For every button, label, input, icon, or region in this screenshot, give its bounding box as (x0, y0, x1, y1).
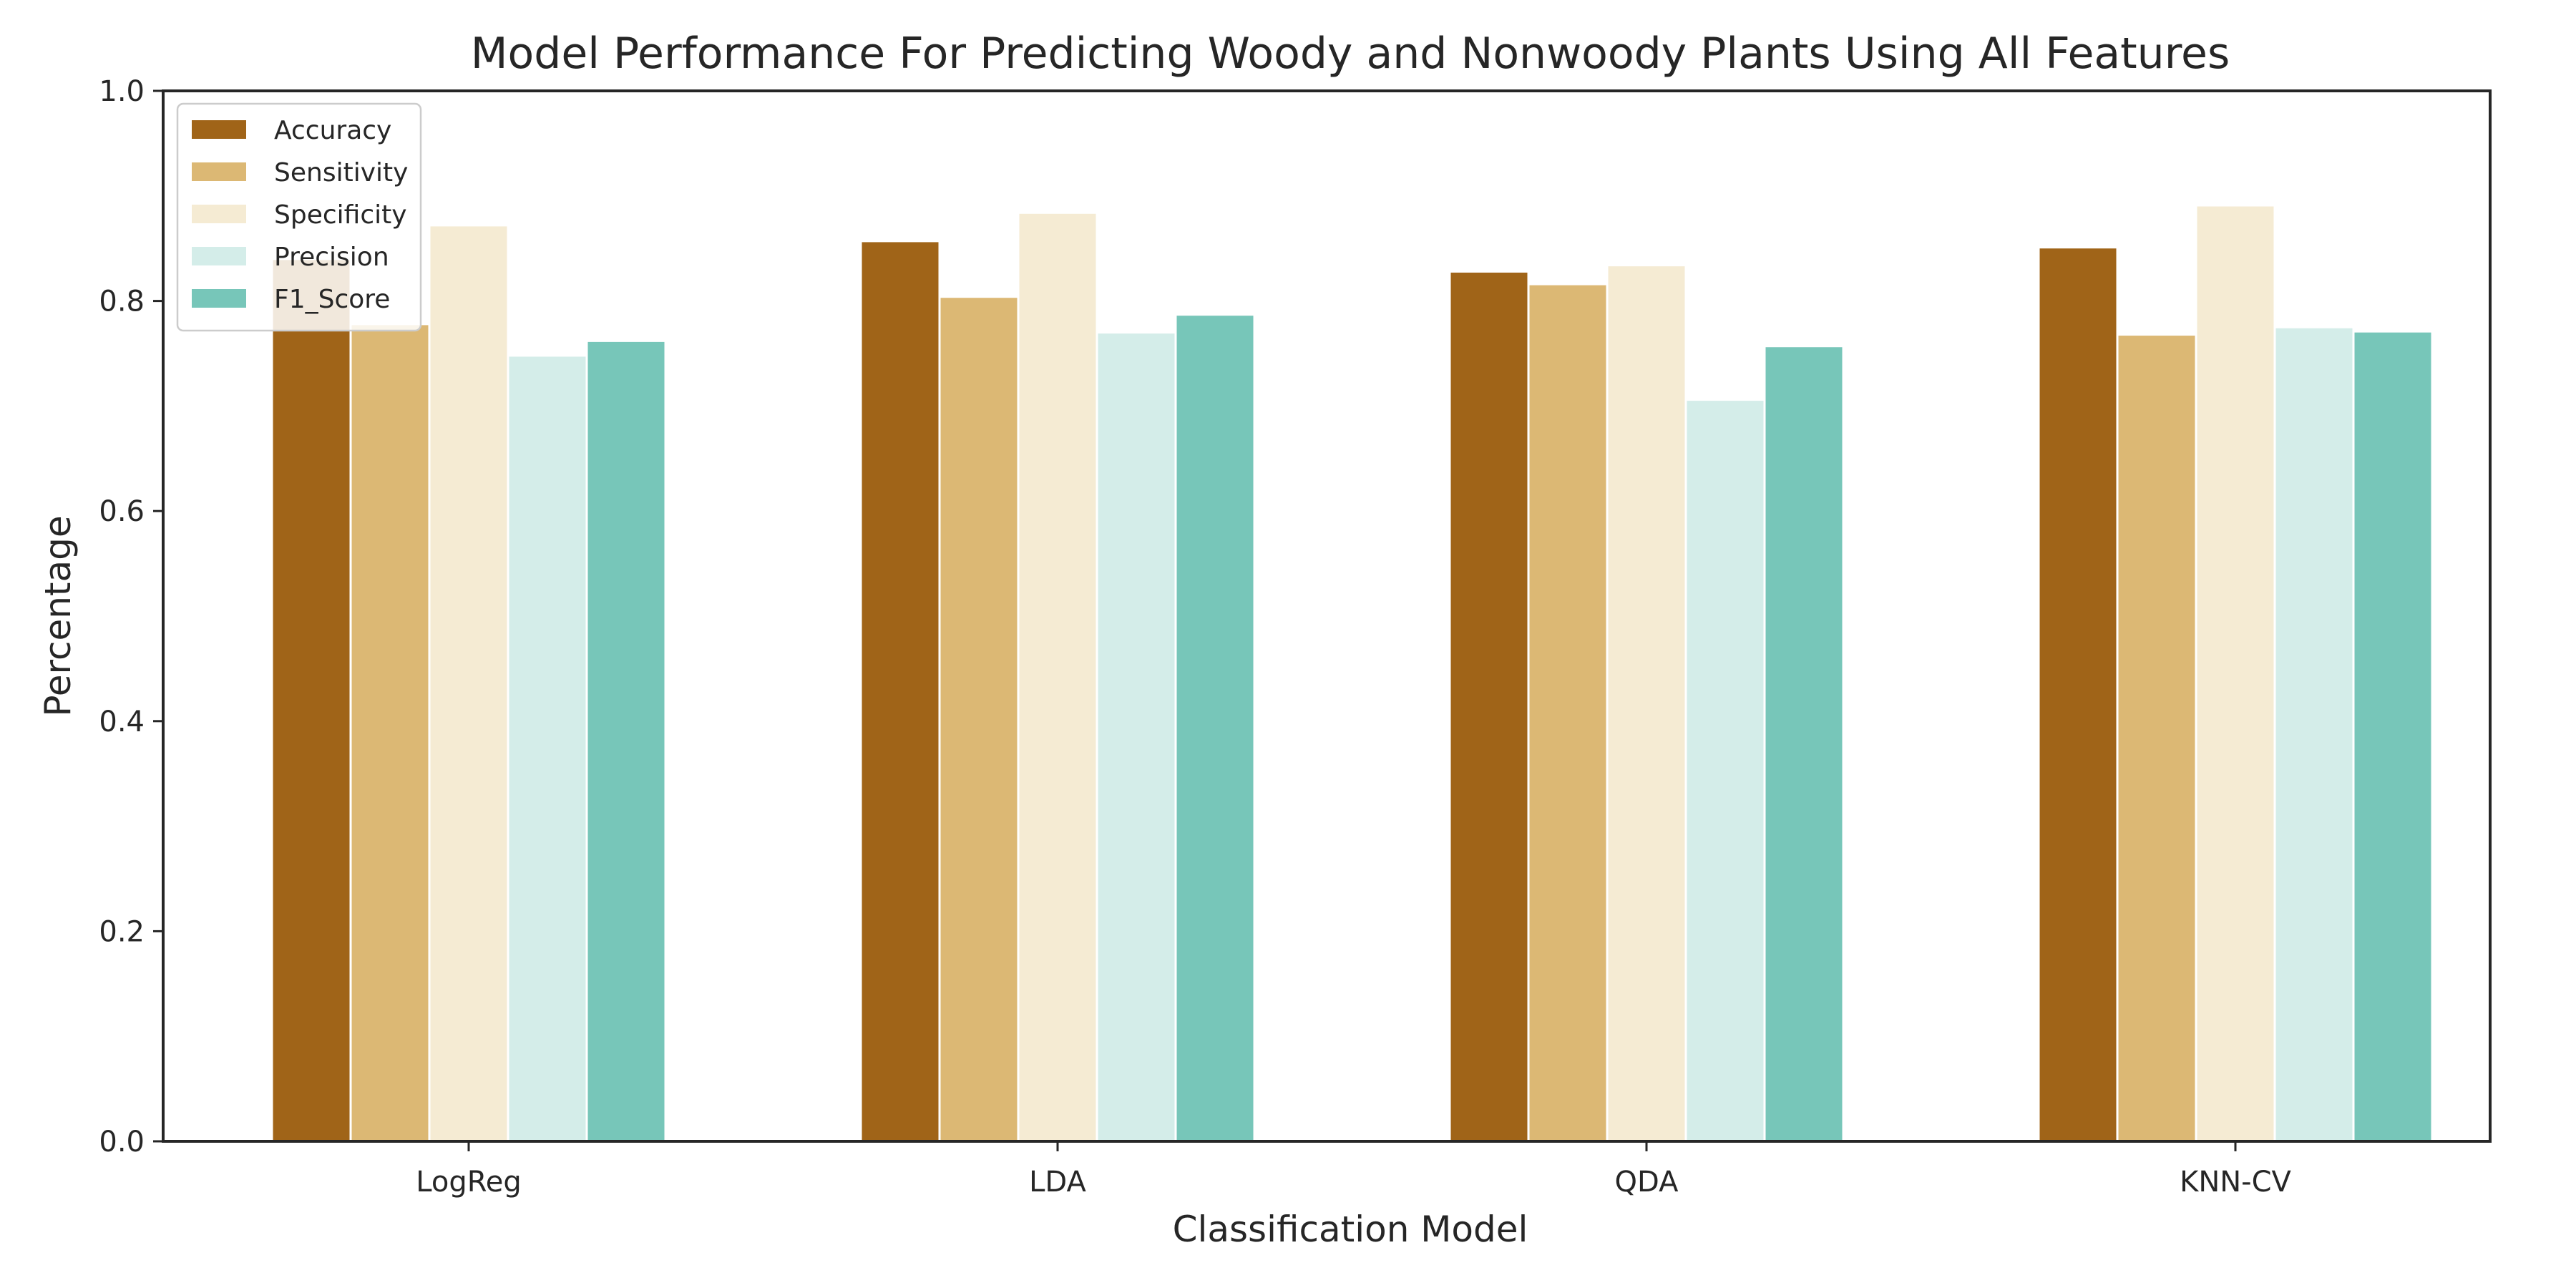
legend-label-specificity: Specificity (274, 200, 407, 230)
x-tick-label-qda: QDA (1615, 1166, 1679, 1199)
bar-qda-precision (1684, 399, 1766, 1143)
y-axis-label: Percentage (37, 515, 79, 716)
bar-lda-sensitivity (938, 296, 1020, 1143)
bar-qda-f1_score (1763, 345, 1845, 1143)
x-tick-label-knn-cv: KNN-CV (2180, 1166, 2291, 1199)
legend-frame (176, 102, 422, 332)
bar-qda-sensitivity (1527, 283, 1609, 1143)
legend-label-accuracy: Accuracy (274, 116, 391, 145)
plot-frame (162, 89, 2492, 1143)
legend-label-f1_score: F1_Score (274, 285, 390, 314)
bar-knn-cv-specificity (2195, 204, 2276, 1143)
y-axis-ticks: 0.0 0.2 0.4 0.6 0.8 1.0 (99, 75, 163, 1158)
bar-knn-cv-sensitivity (2116, 333, 2197, 1143)
bar-qda-accuracy (1448, 270, 1530, 1143)
bar-lda-specificity (1017, 211, 1098, 1143)
x-tick-label-logreg: LogReg (416, 1166, 521, 1199)
bar-qda-specificity (1606, 264, 1687, 1143)
y-tick-label: 0.2 (99, 915, 145, 948)
legend-swatch-specificity (192, 205, 246, 223)
bar-lda-precision (1096, 331, 1177, 1143)
legend-swatch-sensitivity (192, 162, 246, 181)
y-tick-label: 0.0 (99, 1126, 145, 1158)
legend-label-sensitivity: Sensitivity (274, 158, 408, 187)
x-tick-label-lda: LDA (1029, 1166, 1086, 1199)
legend-swatch-precision (192, 247, 246, 265)
bar-logreg-precision (507, 354, 588, 1143)
x-axis-ticks: LogReg LDA QDA KNN-CV (416, 1141, 2292, 1199)
y-tick-label: 0.6 (99, 495, 145, 528)
bar-lda-f1_score (1174, 313, 1256, 1143)
bar-knn-cv-accuracy (2037, 246, 2119, 1143)
bar-logreg-sensitivity (349, 323, 431, 1143)
chart-title: Model Performance For Predicting Woody a… (471, 29, 2230, 79)
legend-label-precision: Precision (274, 243, 389, 272)
legend: Accuracy Sensitivity Specificity Precision F… (176, 102, 422, 332)
y-tick-label: 0.8 (99, 286, 145, 318)
bar-logreg-accuracy (270, 258, 352, 1143)
bar-knn-cv-f1_score (2352, 330, 2434, 1143)
bar-logreg-specificity (428, 224, 509, 1143)
legend-swatch-accuracy (192, 120, 246, 139)
bar-logreg-f1_score (585, 339, 667, 1143)
y-tick-label: 0.4 (99, 706, 145, 738)
bar-knn-cv-precision (2273, 326, 2355, 1143)
bar-lda-accuracy (859, 240, 941, 1143)
x-axis-label: Classification Model (1173, 1209, 1528, 1250)
bars-group (270, 204, 2434, 1143)
y-tick-label: 1.0 (99, 75, 145, 108)
legend-swatch-f1_score (192, 289, 246, 308)
